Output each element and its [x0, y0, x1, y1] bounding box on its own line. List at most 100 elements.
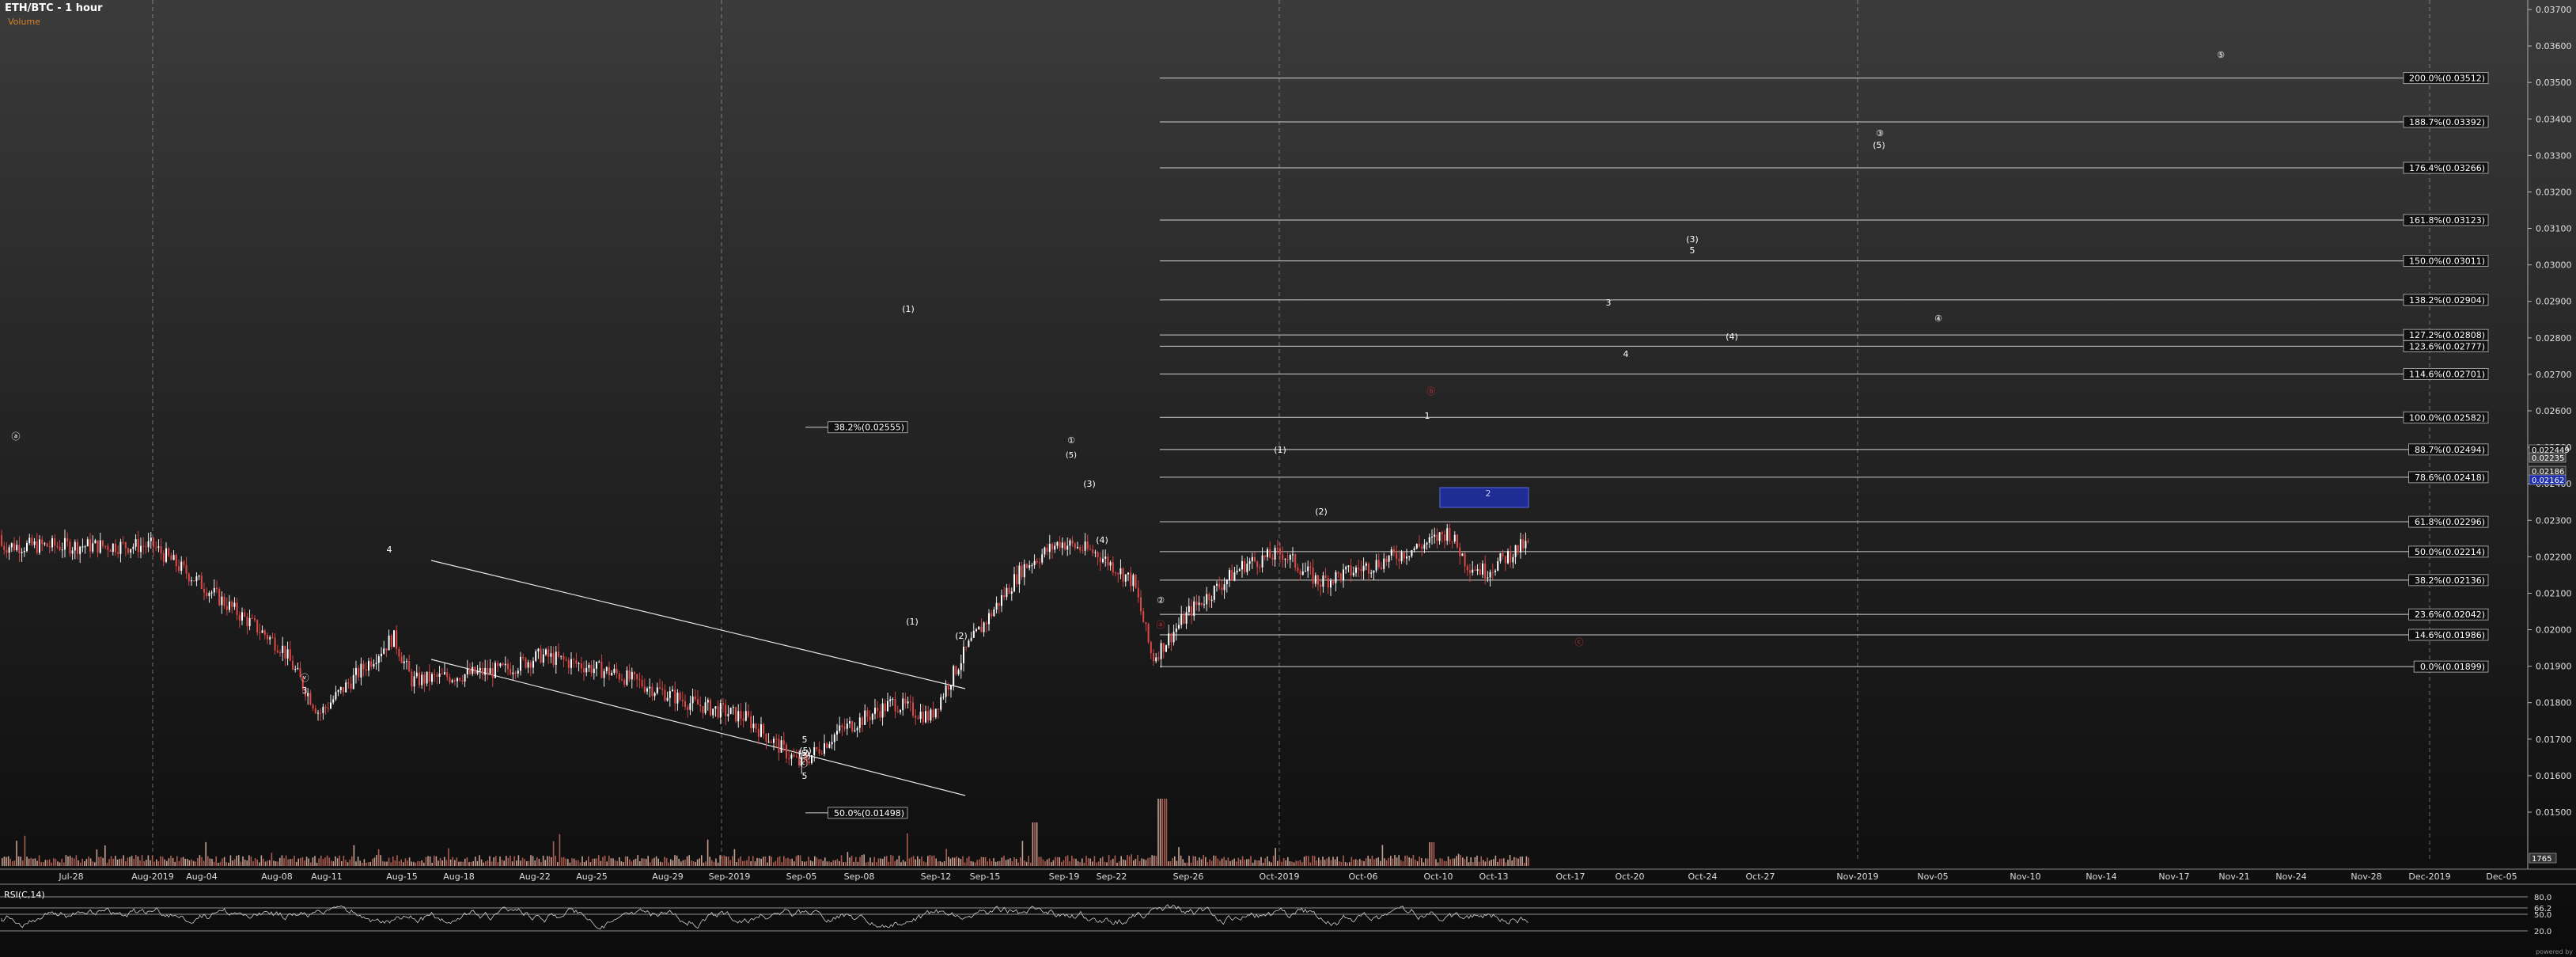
candle-body	[600, 661, 603, 678]
fib-label-2: 176.4%(0.03266)	[2409, 163, 2485, 173]
fib-label-8: 114.6%(0.02701)	[2409, 369, 2485, 379]
volume-bar	[448, 848, 449, 866]
volume-bar	[310, 862, 312, 866]
candle-body	[446, 672, 449, 678]
volume-bar	[688, 855, 690, 866]
volume-bar	[1324, 860, 1326, 866]
volume-bar	[1184, 862, 1186, 866]
volume-bar	[709, 856, 710, 866]
wave-label: (5)	[799, 746, 812, 756]
candle-body	[818, 749, 820, 754]
volume-bar	[1210, 860, 1213, 866]
candle-body	[297, 668, 299, 670]
volume-bar	[16, 841, 17, 866]
volume-bar	[1375, 858, 1377, 866]
volume-bar	[680, 861, 682, 866]
candle-body	[1434, 534, 1436, 537]
volume-bar	[275, 861, 277, 866]
volume-bar	[968, 856, 970, 866]
volume-bar	[867, 861, 869, 866]
candle-body	[968, 640, 970, 647]
volume-bar	[314, 856, 316, 866]
candle-body	[960, 663, 962, 670]
volume-bar	[939, 860, 941, 866]
candle-body	[279, 652, 281, 654]
volume-bar	[295, 861, 297, 866]
volume-bar	[407, 860, 408, 866]
volume-bar	[1048, 858, 1050, 866]
volume-bar	[1501, 858, 1502, 866]
volume-bar	[1480, 856, 1482, 866]
volume-bar	[1114, 855, 1116, 866]
volume-bar	[873, 856, 875, 866]
wave-label: 1	[1425, 411, 1430, 421]
candle-body	[1071, 540, 1074, 544]
volume-bar	[316, 862, 318, 866]
candle-body	[603, 670, 605, 678]
volume-bar	[164, 859, 165, 866]
volume-bar	[692, 860, 695, 866]
volume-bar	[1285, 860, 1286, 866]
volume-bar	[1380, 860, 1381, 866]
volume-bar	[104, 845, 106, 866]
volume-bar	[283, 858, 285, 866]
wave-label: 4	[1623, 349, 1629, 359]
candle-body	[1507, 551, 1509, 564]
candle-body	[1180, 614, 1183, 625]
volume-bar	[997, 861, 998, 866]
volume-bar	[119, 859, 120, 866]
volume-bar	[881, 859, 884, 866]
volume-bar	[1416, 861, 1419, 866]
candle-body	[309, 693, 312, 705]
volume-bar	[863, 854, 865, 866]
candle-body	[1423, 544, 1426, 549]
volume-bar	[787, 857, 789, 866]
candle-body	[393, 630, 395, 647]
candle-body	[563, 655, 565, 660]
wave-label: (5)	[1873, 140, 1885, 150]
fib-extra-label-1: 50.0%(0.01498)	[834, 808, 904, 818]
rsi-level-label: 66.2	[2534, 905, 2551, 913]
candle-body	[583, 668, 585, 673]
volume-bar	[1394, 855, 1396, 866]
channel-upper-line	[430, 560, 966, 689]
volume-bar	[1120, 856, 1122, 866]
volume-bar	[444, 856, 445, 866]
volume-bar	[1297, 860, 1299, 866]
volume-bar	[561, 857, 563, 866]
candle-body	[643, 686, 646, 692]
candle-body	[1350, 565, 1352, 575]
volume-bar	[1528, 857, 1529, 866]
volume-bar	[110, 856, 112, 866]
volume-bar	[581, 856, 583, 866]
volume-bar	[178, 860, 180, 866]
volume-bar	[248, 855, 250, 866]
volume-legend: Volume	[8, 17, 40, 27]
volume-bar	[956, 856, 957, 866]
candle-body	[892, 698, 894, 700]
volume-bar	[1147, 857, 1149, 866]
candle-body	[1168, 633, 1170, 646]
candle-body	[1021, 565, 1023, 578]
candle-body	[707, 700, 709, 703]
volume-bar	[1034, 822, 1036, 866]
candle-body	[1142, 611, 1145, 623]
volume-bar	[809, 860, 812, 866]
volume-bar	[281, 855, 283, 866]
current-price-tag	[2529, 452, 2567, 463]
volume-bar	[464, 858, 466, 866]
volume-bar	[347, 862, 349, 866]
candle-body	[1082, 550, 1084, 552]
volume-bar	[970, 860, 972, 866]
candle-body	[1408, 556, 1411, 557]
candle-body	[963, 647, 964, 663]
volume-bar	[1267, 856, 1268, 866]
price-tick-label: 0.02600	[2536, 406, 2572, 416]
volume-bar	[1429, 842, 1430, 866]
volume-bar	[614, 860, 616, 866]
candle-body	[390, 635, 392, 647]
volume-bar	[2, 857, 3, 866]
volume-bar	[38, 855, 40, 866]
volume-bar	[1470, 856, 1472, 866]
